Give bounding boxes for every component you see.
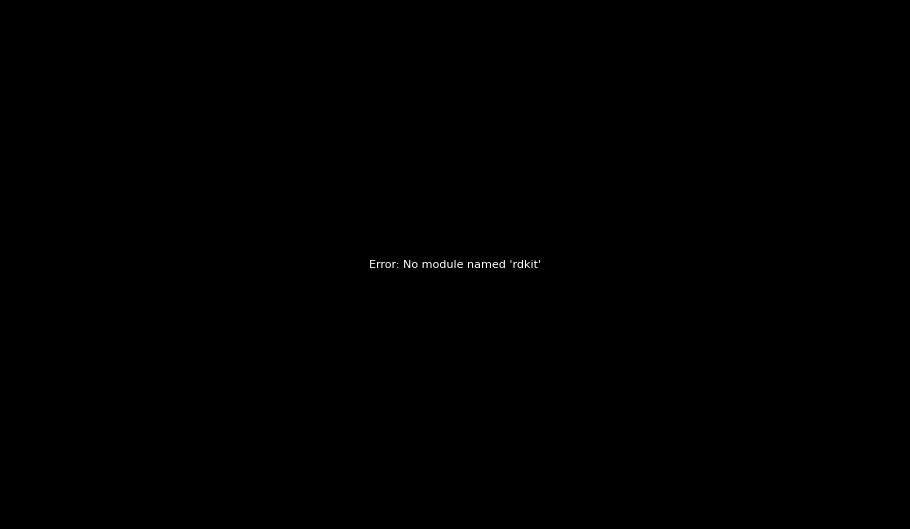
Text: Error: No module named 'rdkit': Error: No module named 'rdkit' [369,260,541,269]
